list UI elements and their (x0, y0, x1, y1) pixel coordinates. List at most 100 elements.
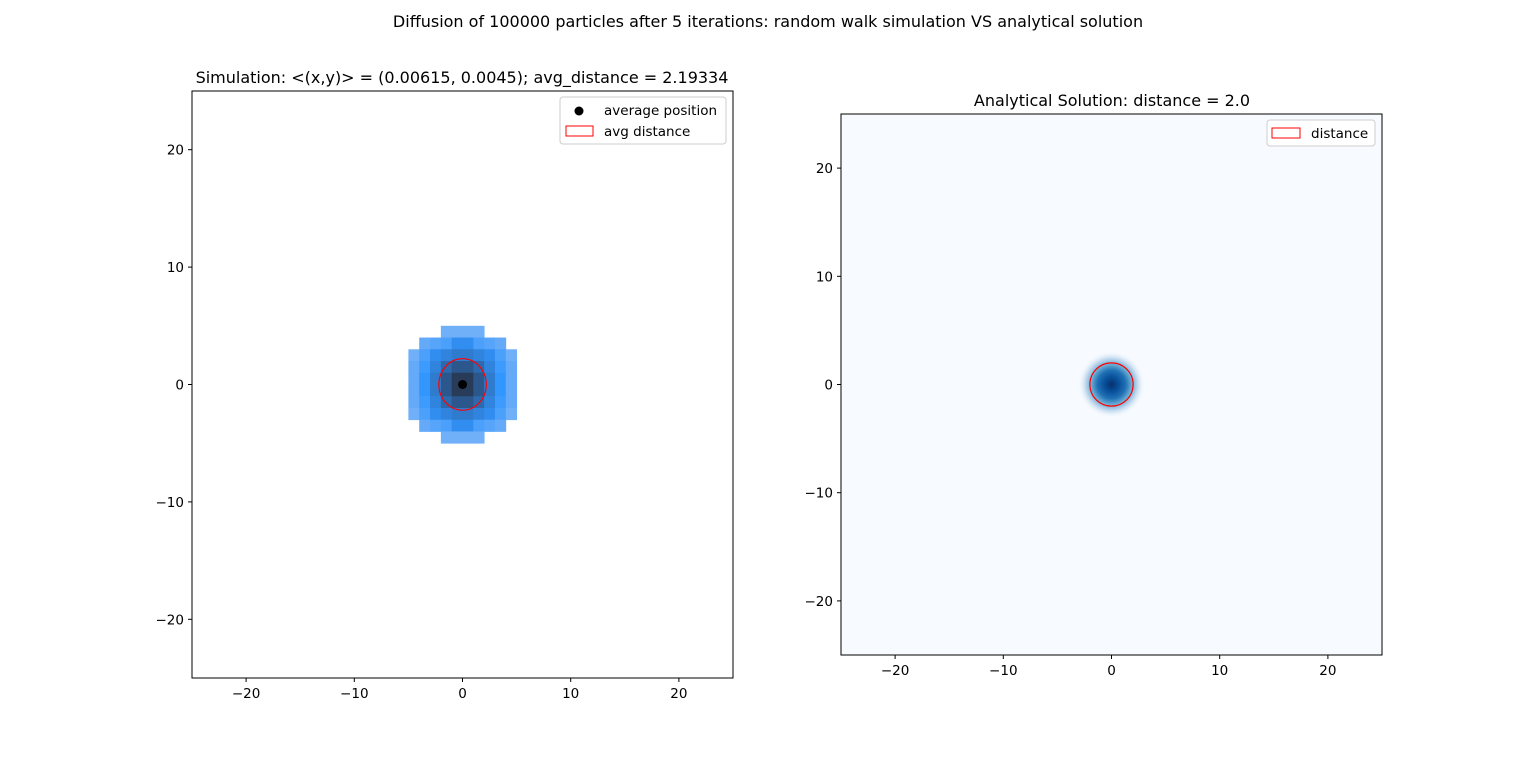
simulation-panel: Simulation: <(x,y)> = (0.00615, 0.0045);… (156, 68, 734, 702)
legend-average-position-label: average position (604, 103, 717, 119)
histogram-cell (473, 325, 485, 338)
y-tick-label: 10 (816, 269, 833, 285)
histogram-cell (408, 349, 420, 362)
histogram-cell (440, 431, 453, 444)
histogram-cell (430, 396, 442, 409)
histogram-cell (451, 325, 463, 338)
histogram-cell (484, 337, 496, 350)
histogram-cell (430, 384, 442, 397)
histogram-cell (408, 407, 420, 421)
histogram-cell (451, 384, 463, 397)
histogram-cell (484, 407, 496, 421)
histogram-cell (505, 384, 517, 397)
simulation-title: Simulation: <(x,y)> = (0.00615, 0.0045);… (196, 68, 729, 88)
histogram-cell (505, 349, 517, 362)
y-tick-label: 0 (824, 378, 833, 394)
histogram-cell (494, 419, 507, 432)
y-tick-label: −10 (805, 486, 834, 502)
histogram-cell (484, 384, 496, 397)
average-position-point (458, 379, 468, 389)
histogram-cell (440, 407, 453, 421)
histogram-cell (494, 361, 507, 374)
histogram-cell (440, 349, 453, 362)
simulation-histogram (408, 325, 517, 444)
histogram-cell (430, 361, 442, 374)
x-tick-label: 20 (1319, 663, 1336, 679)
y-tick-label: −20 (805, 594, 834, 610)
histogram-cell (430, 419, 442, 432)
histogram-cell (440, 396, 453, 409)
histogram-cell (494, 337, 507, 350)
histogram-cell (440, 337, 453, 350)
x-tick-label: 10 (1211, 663, 1228, 679)
histogram-cell (440, 361, 453, 374)
legend-distance-label: distance (1311, 126, 1368, 142)
x-tick-label: −10 (989, 663, 1018, 679)
histogram-cell (484, 372, 496, 385)
x-tick-label: −10 (340, 686, 369, 702)
histogram-cell (473, 407, 485, 421)
legend-avg-distance-patch (565, 125, 594, 137)
histogram-cell (494, 349, 507, 362)
histogram-cell (440, 384, 453, 397)
histogram-cell (462, 396, 474, 409)
histogram-cell (462, 325, 474, 338)
y-tick-label: 10 (167, 260, 184, 276)
legend-average-position-marker (574, 106, 584, 116)
histogram-cell (505, 396, 517, 409)
histogram-cell (419, 349, 431, 362)
histogram-cell (419, 337, 431, 350)
x-tick-label: 0 (1107, 663, 1116, 679)
y-tick-label: 20 (816, 161, 833, 177)
x-tick-label: 10 (562, 686, 579, 702)
analytical-x-axis: −20 −10 0 10 20 (881, 655, 1336, 679)
histogram-cell (473, 384, 485, 397)
histogram-cell (473, 431, 485, 444)
histogram-cell (462, 337, 474, 350)
histogram-cell (408, 372, 420, 385)
y-tick-label: −20 (156, 612, 185, 628)
histogram-cell (484, 396, 496, 409)
simulation-legend: average position avg distance (559, 96, 727, 145)
histogram-cell (408, 396, 420, 409)
histogram-cell (408, 384, 420, 397)
distance-circle (1089, 362, 1134, 407)
histogram-cell (484, 361, 496, 374)
x-tick-label: −20 (232, 686, 261, 702)
simulation-overlay (438, 358, 487, 411)
gaussian-density-blob (1077, 350, 1146, 419)
histogram-cell (494, 372, 507, 385)
histogram-cell (440, 325, 453, 338)
histogram-cell (408, 361, 420, 374)
analytical-legend-box (1266, 119, 1376, 147)
x-tick-label: −20 (881, 663, 910, 679)
histogram-cell (473, 419, 485, 432)
histogram-cell (473, 361, 485, 374)
histogram-cell (505, 407, 517, 421)
histogram-cell (462, 419, 474, 432)
histogram-cell (462, 361, 474, 374)
x-tick-label: 0 (458, 686, 467, 702)
histogram-cell (484, 349, 496, 362)
histogram-cell (462, 349, 474, 362)
analytical-y-axis: −20 −10 0 10 20 (805, 161, 841, 610)
histogram-cell (419, 372, 431, 385)
analytical-panel: Analytical Solution: distance = 2.0 −20−… (805, 91, 1383, 679)
avg-distance-circle (438, 358, 487, 411)
simulation-y-axis: −20 −10 0 10 20 (156, 143, 192, 628)
histogram-cell (451, 396, 463, 409)
analytical-title: Analytical Solution: distance = 2.0 (974, 91, 1250, 110)
simulation-legend-box (559, 96, 727, 145)
y-tick-label: 20 (167, 143, 184, 159)
y-tick-label: −10 (156, 495, 185, 511)
histogram-cell (473, 372, 485, 385)
histogram-cell (462, 372, 474, 385)
histogram-cell (419, 384, 431, 397)
simulation-x-axis: −20 −10 0 10 20 (232, 678, 687, 702)
analytical-density (1077, 350, 1146, 419)
histogram-cell (505, 372, 517, 385)
y-tick-label: 0 (175, 378, 184, 394)
x-tick-label: 20 (670, 686, 687, 702)
histogram-cell (419, 419, 431, 432)
